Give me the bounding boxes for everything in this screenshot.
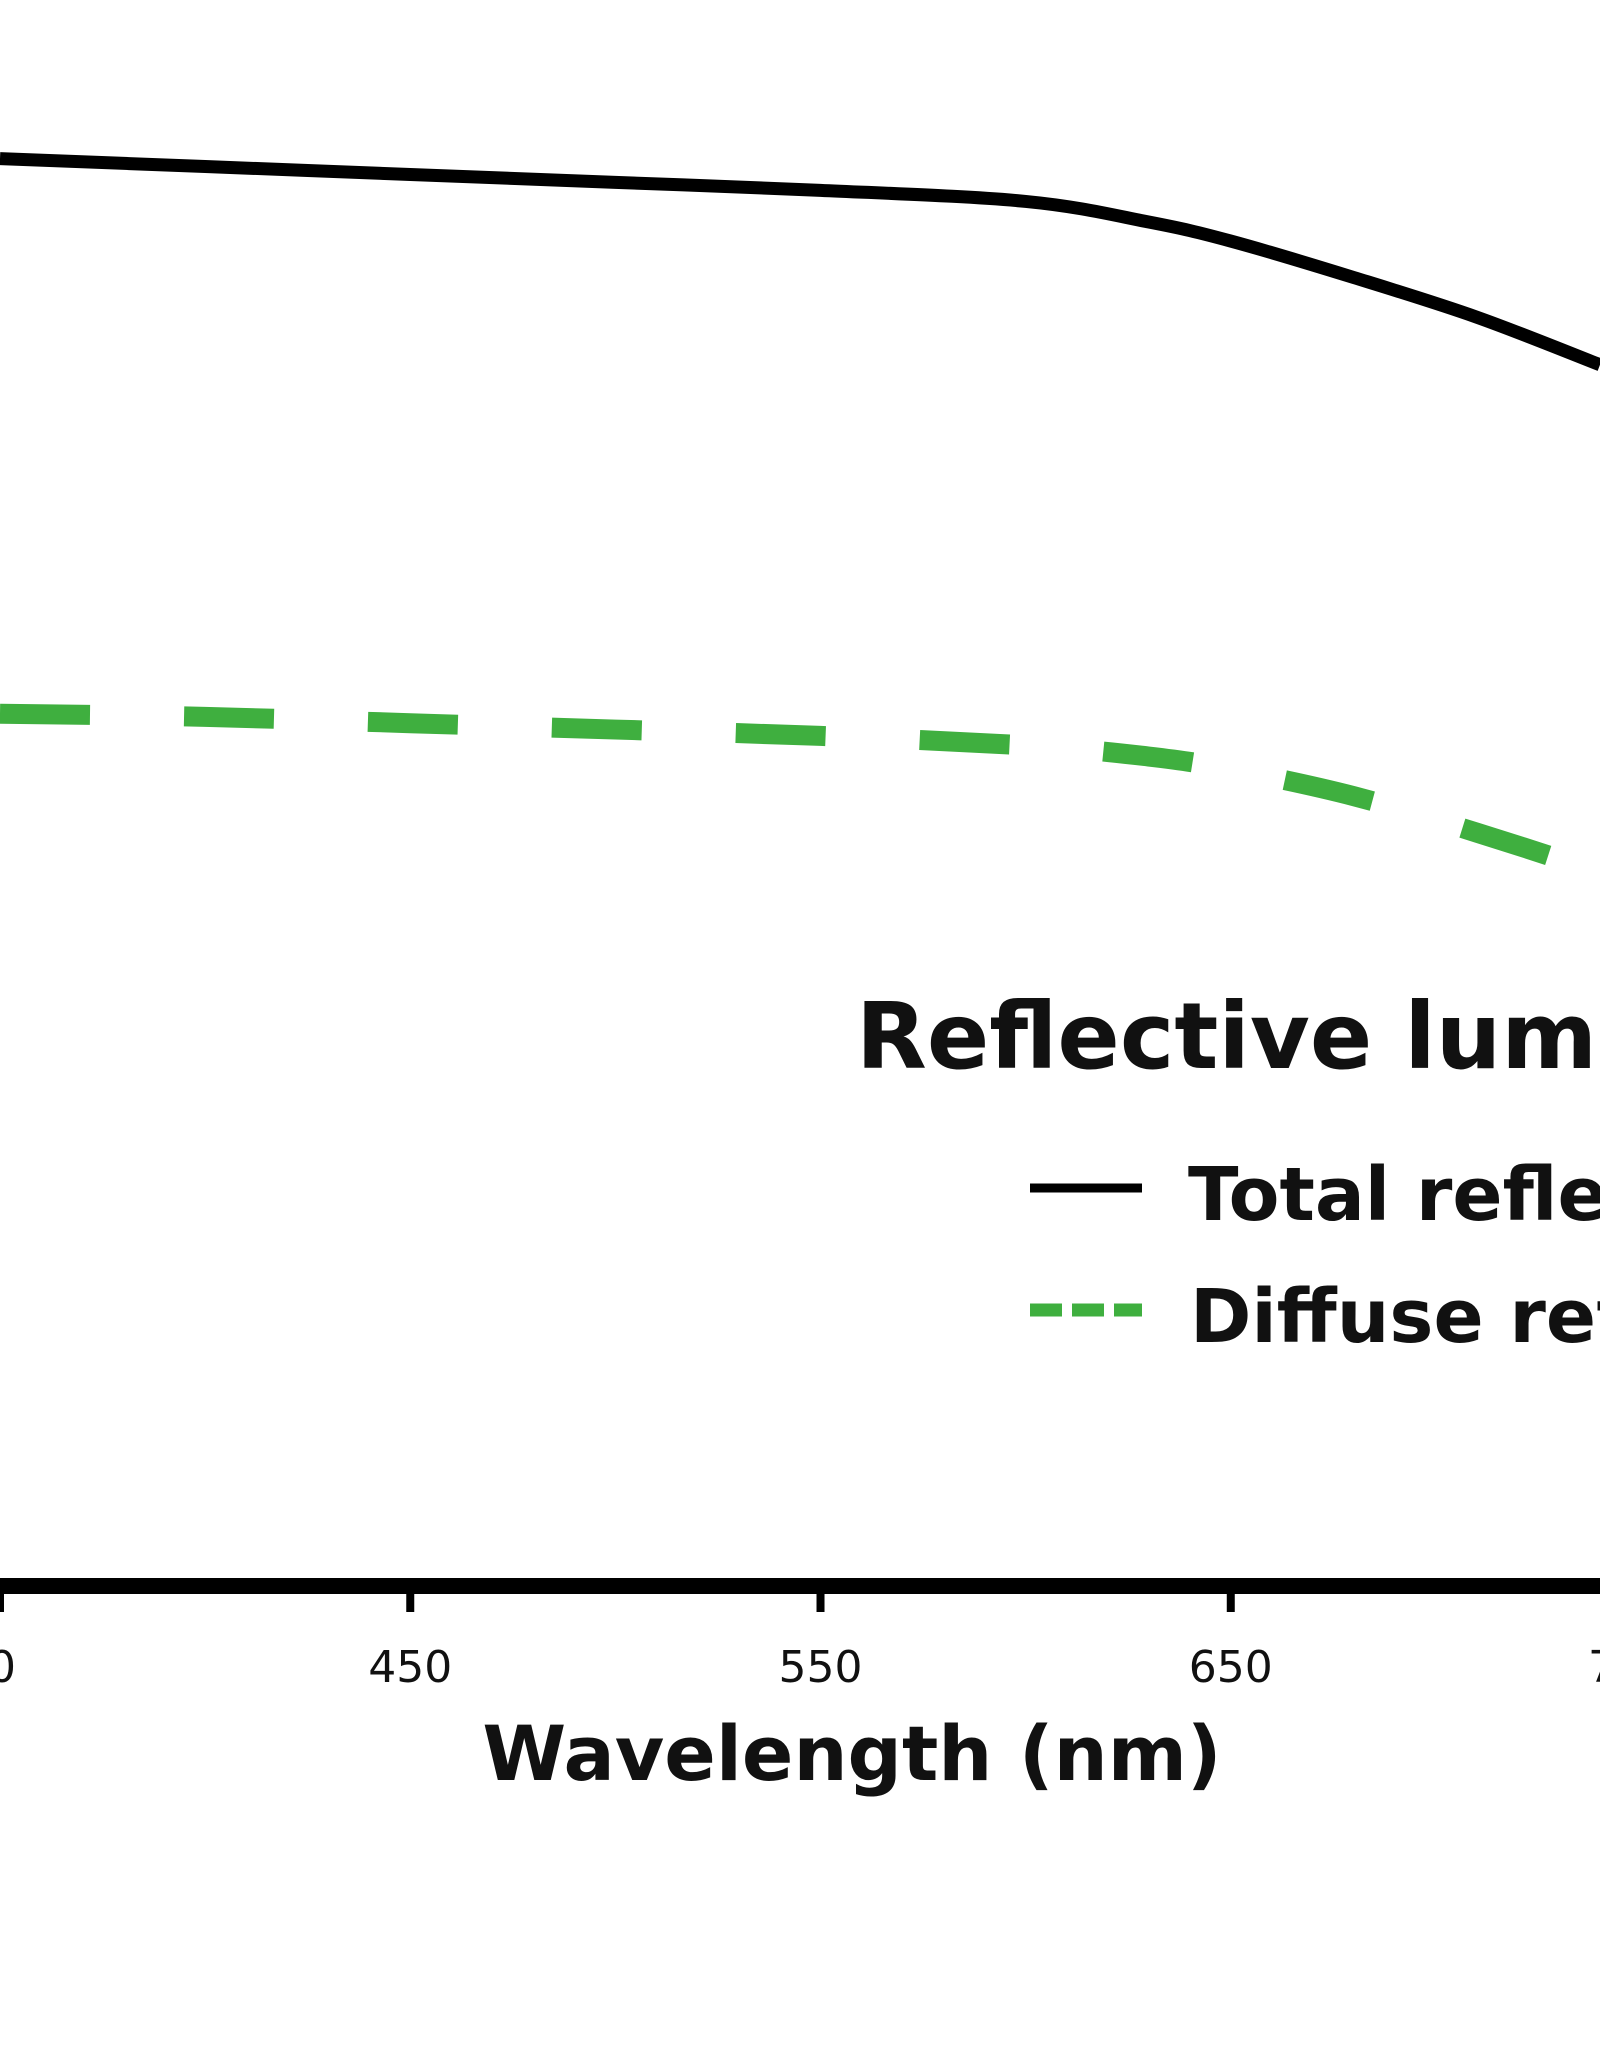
x-tick-label: 550	[779, 1642, 863, 1693]
x-tick-label: 450	[368, 1642, 452, 1693]
tick-layer: 0 450 550 650 7	[0, 1586, 1600, 1693]
legend: Reflective lumin Total reflect Diffuse r…	[856, 983, 1600, 1360]
legend-label-diffuse: Diffuse refle	[1190, 1274, 1600, 1360]
x-tick-label: 0	[0, 1642, 16, 1693]
series-line-diffuse-reflectance	[0, 703, 1600, 882]
x-axis-label: Wavelength (nm)	[482, 1709, 1221, 1798]
x-tick-label: 7	[1588, 1642, 1600, 1693]
legend-title: Reflective lumin	[856, 983, 1600, 1090]
series-line-total-reflectance	[0, 152, 1600, 371]
legend-label-total: Total reflect	[1188, 1152, 1600, 1238]
series-layer	[0, 152, 1600, 882]
x-tick-label: 650	[1189, 1642, 1273, 1693]
